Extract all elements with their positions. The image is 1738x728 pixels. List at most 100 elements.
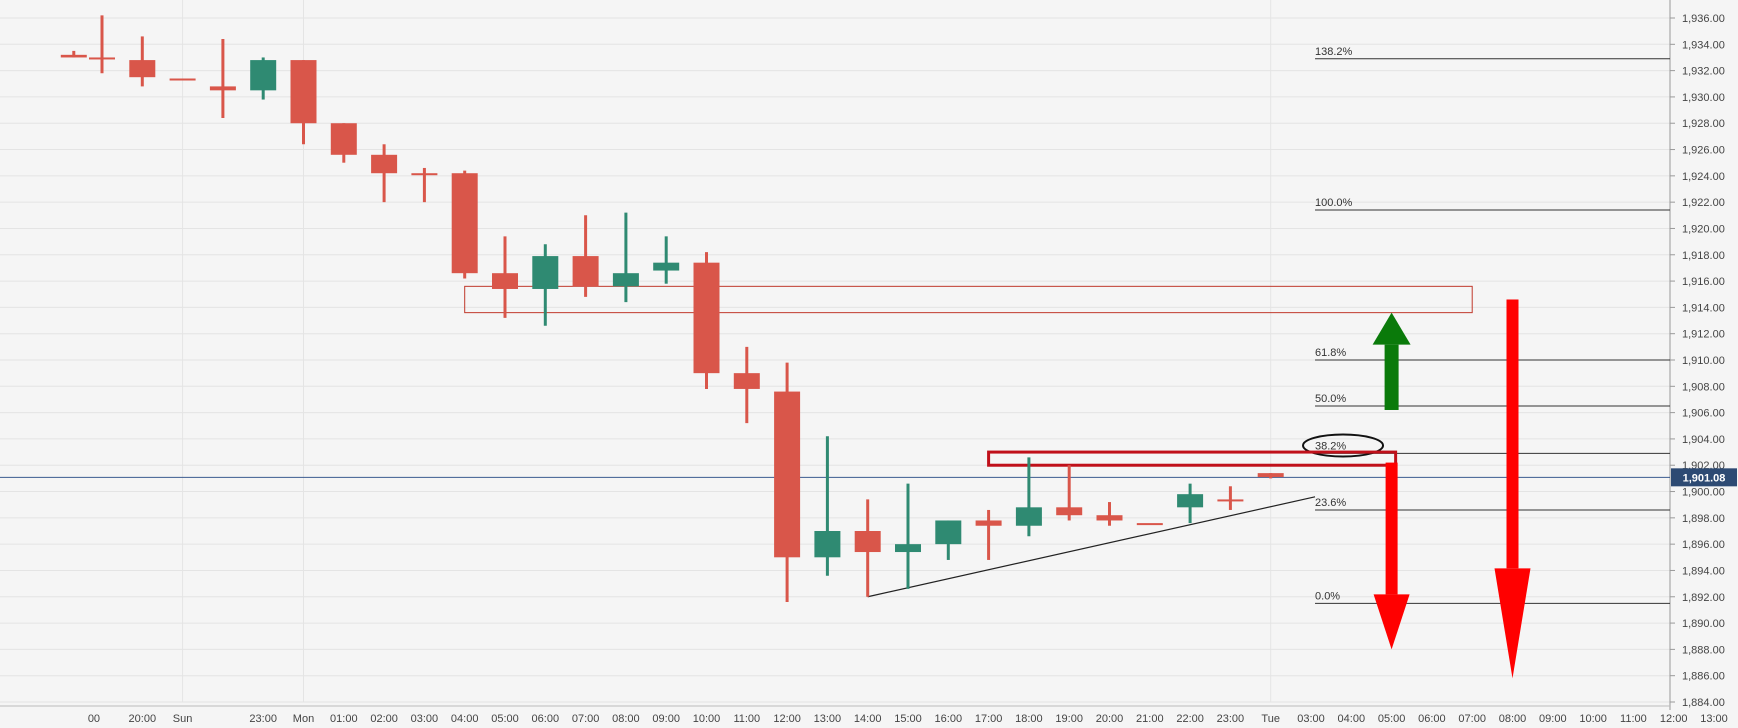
fib-level-label: 38.2% [1315,440,1346,452]
arrow-up-head [1372,312,1411,345]
candle-body [1015,507,1042,526]
candle-body [733,373,760,389]
candle-body [1096,515,1123,521]
candle-body [854,531,881,553]
y-tick-label: 1,906.00 [1682,408,1725,420]
candle-body [1177,494,1204,508]
arrow-down-head [1494,568,1531,679]
y-tick-label: 1,930.00 [1682,92,1725,104]
candle-body [774,391,801,558]
candle-body [451,173,478,274]
fib-highlight-ellipse [1302,433,1385,458]
x-tick-label: 11:00 [733,713,760,725]
x-tick-label: 07:00 [1458,713,1486,725]
y-tick-label: 1,894.00 [1682,565,1725,577]
x-tick-label: 14:00 [854,713,882,725]
candle-body [693,262,720,374]
x-tick-label: 09:00 [1539,713,1567,725]
candle-body [1257,473,1284,478]
y-tick-label: 1,904.00 [1682,434,1725,446]
x-tick-label: 18:00 [1015,713,1043,725]
fib-level-label: 50.0% [1315,393,1346,405]
candle-body [129,60,156,78]
y-tick-label: 1,912.00 [1682,329,1725,341]
candle-body [935,520,962,545]
x-tick-label: 11:00 [1620,713,1647,725]
candle-body [532,256,559,289]
trendline [867,496,1316,598]
x-tick-label: 08:00 [612,713,640,725]
x-tick-label: 05:00 [1378,713,1406,725]
resistance-zone-box [464,285,1473,314]
x-tick-label: 16:00 [935,713,963,725]
x-tick-label: 10:00 [1579,713,1607,725]
support-zone-box [987,450,1398,467]
y-tick-label: 1,896.00 [1682,539,1725,551]
fib-level-label: 61.8% [1315,347,1346,359]
y-tick-label: 1,932.00 [1682,66,1725,78]
candle-body [492,273,518,289]
arrow-up-shaft [1384,344,1399,410]
x-tick-label: 04:00 [1338,713,1366,725]
y-tick-label: 1,900.00 [1682,487,1725,499]
candle-body [371,154,398,174]
candle-body [290,60,317,124]
y-tick-label: 1,928.00 [1682,118,1725,130]
x-tick-label: 06:00 [1418,713,1446,725]
x-tick-label: 22:00 [1176,713,1204,725]
x-tick-label: Mon [293,713,314,725]
arrow-down-head [1373,594,1410,650]
x-tick-label: 01:00 [330,713,358,725]
x-tick-label: 13:00 [1700,713,1728,725]
fib-level-label: 23.6% [1315,497,1346,509]
y-tick-label: 1,934.00 [1682,39,1725,51]
x-tick-label: 03:00 [1297,713,1325,725]
x-tick-label: 02:00 [370,713,398,725]
current-price-badge [1671,468,1737,487]
current-price-label: 1,901.08 [1683,472,1726,484]
x-tick-label: 09:00 [652,713,680,725]
candle-body [89,57,115,60]
y-tick-label: 1,926.00 [1682,145,1725,157]
x-tick-label: 04:00 [451,713,479,725]
x-tick-label: 03:00 [411,713,439,725]
candle-body [653,262,680,271]
y-tick-label: 1,918.00 [1682,250,1725,262]
x-tick-label: 20:00 [129,713,157,725]
candle-body [330,123,357,155]
x-tick-label: 05:00 [491,713,519,725]
candle-body [60,54,87,58]
x-tick-label: 12:00 [1660,713,1688,725]
candle-body [612,273,639,287]
candle-body [1056,507,1083,516]
candle-body [169,78,196,81]
y-tick-label: 1,914.00 [1682,302,1725,314]
candle-body [209,86,236,91]
x-tick-label: 07:00 [572,713,600,725]
candle-body [975,520,1002,526]
x-tick-label: 13:00 [814,713,842,725]
x-tick-label: 12:00 [773,713,801,725]
candle-body [250,60,277,91]
x-tick-label: Tue [1261,713,1280,725]
x-tick-label: 20:00 [1096,713,1124,725]
y-tick-label: 1,908.00 [1682,381,1725,393]
x-tick-label: 10:00 [693,713,721,725]
y-tick-label: 1,924.00 [1682,171,1725,183]
y-tick-label: 1,910.00 [1682,355,1725,367]
x-tick-label: 23:00 [1217,713,1245,725]
candle-body [1217,499,1244,502]
x-tick-label: 21:00 [1136,713,1164,725]
y-tick-label: 1,898.00 [1682,513,1725,525]
x-tick-label: 23:00 [249,713,277,725]
y-tick-label: 1,916.00 [1682,276,1725,288]
x-tick-label: 00 [88,713,100,725]
y-tick-label: 1,922.00 [1682,197,1725,209]
candle-body [895,544,921,553]
y-tick-label: 1,886.00 [1682,671,1725,683]
y-tick-label: 1,890.00 [1682,618,1725,630]
fib-level-label: 0.0% [1315,590,1340,602]
y-tick-label: 1,884.00 [1682,697,1725,709]
